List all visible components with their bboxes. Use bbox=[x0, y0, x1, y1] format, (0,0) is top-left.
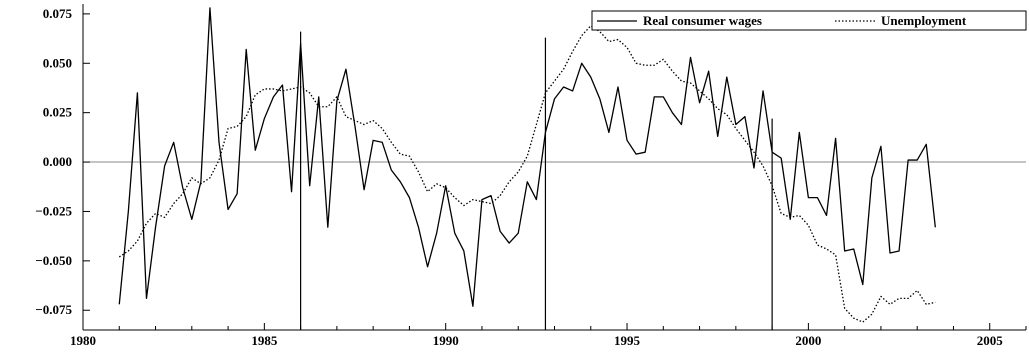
y-tick-label: −0.075 bbox=[35, 302, 72, 317]
plot-frame bbox=[82, 4, 1026, 331]
series-line-real-consumer-wages bbox=[118, 7, 936, 307]
series-lines bbox=[118, 7, 936, 323]
series-line-unemployment bbox=[118, 25, 936, 323]
y-tick-label: 0.075 bbox=[43, 6, 73, 21]
x-tick-label: 1990 bbox=[433, 333, 459, 348]
x-tick-label: 1980 bbox=[70, 333, 96, 348]
y-tick-label: −0.025 bbox=[35, 203, 72, 218]
y-tick-label: 0.000 bbox=[43, 154, 72, 169]
x-axis: 1980 1985 1990 1995 2000 2005 bbox=[70, 323, 1027, 348]
x-tick-label: 1995 bbox=[614, 333, 641, 348]
legend: Real consumer wages Unemployment bbox=[591, 10, 1027, 31]
y-tick-label: 0.025 bbox=[43, 105, 73, 120]
y-tick-label: −0.050 bbox=[35, 253, 72, 268]
y-tick-label: 0.050 bbox=[43, 55, 72, 70]
y-axis: −0.075 −0.050 −0.025 0.000 0.025 0.050 0.075 bbox=[35, 6, 90, 317]
legend-label-real-consumer-wages: Real consumer wages bbox=[643, 13, 762, 28]
legend-label-unemployment: Unemployment bbox=[881, 13, 967, 28]
x-tick-label: 2005 bbox=[977, 333, 1004, 348]
legend-box bbox=[591, 10, 1027, 31]
x-tick-label: 2000 bbox=[795, 333, 821, 348]
vertical-markers bbox=[300, 31, 773, 330]
x-tick-label: 1985 bbox=[251, 333, 278, 348]
